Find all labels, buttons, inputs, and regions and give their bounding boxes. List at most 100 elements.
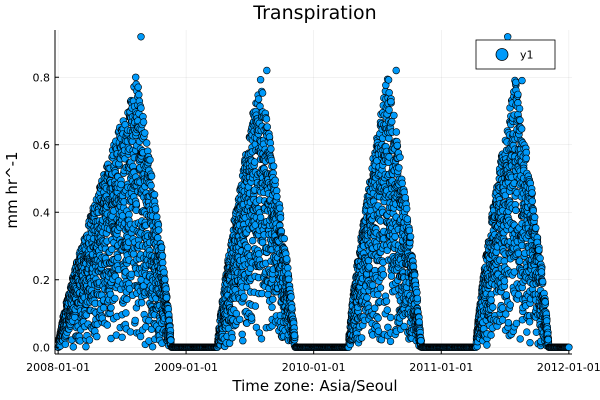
point-4318 bbox=[512, 206, 520, 215]
point-1063 bbox=[134, 83, 142, 91]
point-3527 bbox=[405, 226, 414, 235]
point-1129 bbox=[139, 118, 148, 126]
notable-point-6 bbox=[518, 76, 526, 85]
point-3236 bbox=[383, 306, 391, 314]
point-4398 bbox=[517, 125, 526, 133]
point-4220 bbox=[504, 319, 513, 327]
point-4572 bbox=[530, 213, 539, 222]
point-509 bbox=[93, 332, 101, 341]
point-2356 bbox=[271, 176, 279, 185]
point-3405 bbox=[396, 153, 404, 162]
point-2159 bbox=[256, 75, 265, 84]
point-3143 bbox=[376, 217, 385, 225]
point-4377 bbox=[516, 335, 524, 343]
point-3456 bbox=[400, 322, 408, 331]
point-695 bbox=[107, 304, 115, 312]
point-3317 bbox=[390, 111, 398, 120]
point-1310 bbox=[153, 213, 161, 221]
point-3112 bbox=[374, 314, 382, 322]
point-597 bbox=[99, 304, 108, 312]
point-2090 bbox=[251, 302, 260, 310]
notable-point-0 bbox=[137, 33, 145, 41]
point-2172 bbox=[257, 335, 266, 343]
point-2134 bbox=[254, 95, 263, 103]
point-2477 bbox=[280, 234, 288, 243]
point-1240 bbox=[147, 172, 156, 181]
point-1384 bbox=[158, 252, 167, 260]
y-tick-label-0: 0.0 bbox=[33, 341, 51, 354]
notable-point-3 bbox=[132, 73, 140, 82]
point-2319 bbox=[269, 295, 277, 303]
point-1920 bbox=[239, 337, 247, 345]
point-699 bbox=[107, 334, 115, 343]
y-tick-label-2: 0.4 bbox=[33, 206, 51, 219]
point-893 bbox=[122, 309, 130, 317]
point-3223 bbox=[382, 297, 391, 305]
point-3257 bbox=[385, 106, 393, 114]
point-89 bbox=[61, 340, 70, 348]
y-axis-label: mm hr^-1 bbox=[3, 151, 21, 228]
point-3474 bbox=[401, 194, 409, 202]
point-3993 bbox=[487, 296, 495, 304]
point-195 bbox=[69, 343, 78, 351]
point-1229 bbox=[147, 181, 155, 190]
point-2521 bbox=[284, 264, 292, 272]
x-tick-label-4: 2012-01-01 bbox=[537, 361, 600, 374]
point-2579 bbox=[288, 304, 296, 312]
point-974 bbox=[127, 270, 136, 278]
point-3988 bbox=[487, 331, 495, 339]
point-1145 bbox=[141, 129, 149, 137]
point-744 bbox=[111, 294, 119, 303]
point-1098 bbox=[137, 104, 145, 112]
point-2281 bbox=[265, 133, 274, 141]
point-1991 bbox=[244, 243, 252, 252]
point-2239 bbox=[262, 115, 271, 123]
point-1419 bbox=[161, 275, 169, 284]
point-2534 bbox=[285, 275, 293, 283]
point-905 bbox=[123, 295, 131, 303]
point-4511 bbox=[526, 339, 534, 347]
point-3351 bbox=[392, 128, 401, 136]
point-4168 bbox=[500, 257, 508, 265]
point-3177 bbox=[379, 271, 388, 279]
point-4246 bbox=[506, 301, 514, 309]
point-1406 bbox=[160, 268, 168, 276]
notable-point-1 bbox=[504, 33, 512, 41]
point-3144 bbox=[376, 284, 385, 292]
point-3293 bbox=[388, 117, 396, 126]
legend-marker-y1 bbox=[495, 48, 509, 61]
point-1382 bbox=[159, 259, 167, 267]
point-1254 bbox=[148, 343, 157, 351]
point-2564 bbox=[287, 293, 295, 301]
point-1087 bbox=[136, 332, 145, 341]
point-1172 bbox=[143, 139, 151, 147]
point-4140 bbox=[498, 304, 507, 312]
point-1022 bbox=[131, 316, 139, 325]
point-4012 bbox=[489, 303, 497, 311]
point-4539 bbox=[528, 197, 536, 205]
point-2334 bbox=[269, 162, 278, 170]
point-4796 bbox=[565, 343, 573, 351]
point-4347 bbox=[514, 90, 522, 99]
point-3340 bbox=[391, 233, 399, 241]
point-4757 bbox=[544, 335, 552, 344]
point-4373 bbox=[516, 116, 524, 124]
point-1913 bbox=[238, 330, 246, 338]
point-360 bbox=[82, 343, 90, 351]
point-1778 bbox=[228, 334, 236, 342]
point-3286 bbox=[387, 97, 395, 106]
y-tick-label-4: 0.8 bbox=[33, 71, 51, 84]
point-1032 bbox=[132, 200, 141, 208]
point-4322 bbox=[512, 78, 520, 87]
point-2247 bbox=[263, 123, 271, 131]
point-3636 bbox=[413, 294, 422, 303]
point-3495 bbox=[403, 205, 411, 213]
point-4194 bbox=[502, 291, 511, 299]
data-points bbox=[54, 33, 573, 351]
y-tick-label-3: 0.6 bbox=[33, 139, 51, 152]
point-4505 bbox=[525, 318, 534, 326]
point-3108 bbox=[374, 291, 382, 299]
point-409 bbox=[85, 336, 94, 344]
point-4190 bbox=[502, 310, 510, 318]
point-2890 bbox=[358, 334, 366, 342]
